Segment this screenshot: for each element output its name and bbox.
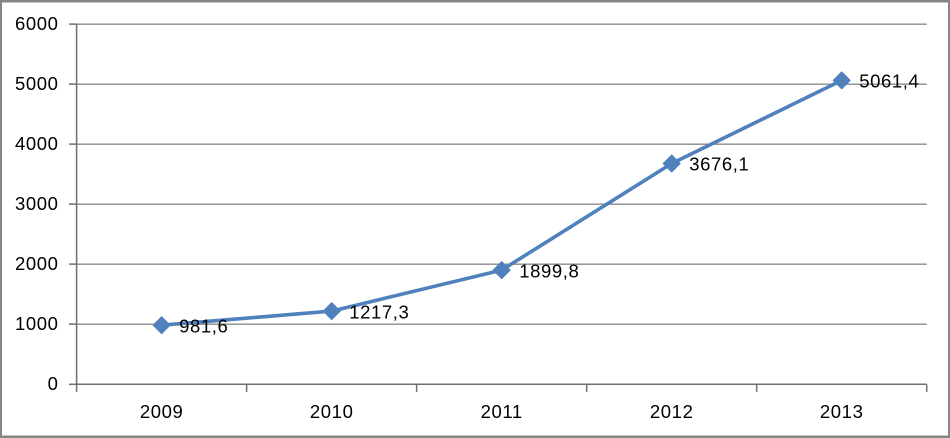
svg-text:6000: 6000 (15, 13, 59, 34)
svg-text:1899,8: 1899,8 (519, 260, 579, 281)
svg-text:1217,3: 1217,3 (349, 301, 409, 322)
svg-text:3676,1: 3676,1 (689, 154, 749, 175)
svg-text:0: 0 (48, 373, 59, 394)
svg-text:5000: 5000 (15, 73, 59, 94)
svg-text:1000: 1000 (15, 313, 59, 334)
svg-text:5061,4: 5061,4 (859, 71, 919, 92)
svg-text:2009: 2009 (140, 401, 184, 422)
svg-text:2013: 2013 (820, 401, 864, 422)
svg-text:2000: 2000 (15, 253, 59, 274)
svg-text:2012: 2012 (650, 401, 694, 422)
svg-text:2011: 2011 (481, 401, 523, 422)
svg-text:4000: 4000 (15, 133, 59, 154)
svg-text:981,6: 981,6 (179, 315, 228, 336)
svg-text:3000: 3000 (15, 193, 59, 214)
svg-text:2010: 2010 (310, 401, 354, 422)
